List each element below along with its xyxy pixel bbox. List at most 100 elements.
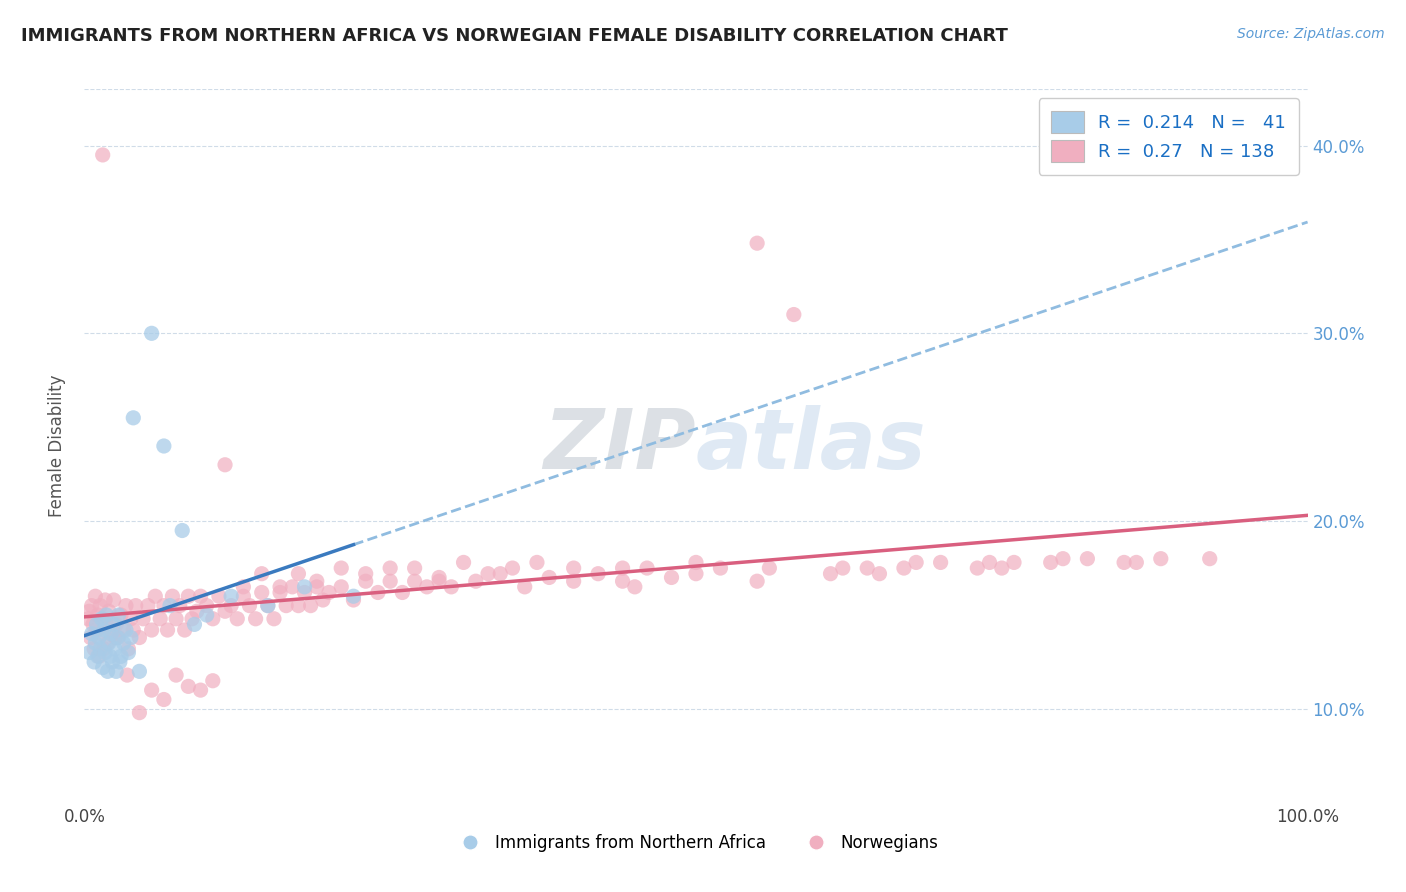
Point [661,570,683,584]
Point [250,566,273,581]
Point [93,623,115,637]
Point [929,556,952,570]
Point [287,566,309,581]
Point [110,607,132,622]
Point [128,706,150,720]
Text: atlas: atlas [696,406,927,486]
Point [685,566,707,581]
Point [90,612,112,626]
Point [97,604,120,618]
Point [96,607,118,622]
Point [107,631,129,645]
Point [219,599,242,613]
Point [186,604,208,618]
Point [312,593,335,607]
Point [758,561,780,575]
Point [120,612,142,626]
Point [276,599,298,613]
Point [108,655,131,669]
Point [440,580,463,594]
Point [195,607,218,622]
Point [165,668,187,682]
Point [143,589,166,603]
Point [91,148,114,162]
Text: Source: ZipAtlas.com: Source: ZipAtlas.com [1237,27,1385,41]
Point [991,561,1014,575]
Point [305,580,328,594]
Point [269,585,291,599]
Point [87,607,110,622]
Point [747,236,769,251]
Point [1039,556,1062,570]
Point [1052,551,1074,566]
Point [257,599,280,613]
Point [612,574,634,589]
Point [380,561,402,575]
Point [219,589,242,603]
Point [115,668,138,682]
Point [177,589,200,603]
Point [391,585,413,599]
Point [190,589,212,603]
Point [98,649,121,664]
Point [122,410,145,425]
Point [263,612,285,626]
Point [105,665,128,679]
Point [94,593,117,607]
Point [104,641,127,656]
Point [1125,556,1147,570]
Point [149,612,172,626]
Point [783,308,806,322]
Point [115,623,138,637]
Point [281,580,304,594]
Point [103,617,125,632]
Point [464,574,486,589]
Point [80,627,103,641]
Point [612,561,634,575]
Point [117,641,139,656]
Point [89,641,111,656]
Point [820,566,842,581]
Point [90,627,112,641]
Point [104,631,127,645]
Point [94,646,117,660]
Point [893,561,915,575]
Point [91,660,114,674]
Point [101,655,124,669]
Point [156,623,179,637]
Point [477,566,499,581]
Point [257,599,280,613]
Point [869,566,891,581]
Point [177,679,200,693]
Point [427,570,450,584]
Point [91,612,114,626]
Point [80,599,103,613]
Point [636,561,658,575]
Point [232,589,254,603]
Point [214,458,236,472]
Point [427,574,450,589]
Point [294,585,316,599]
Point [128,665,150,679]
Point [299,599,322,613]
Point [87,631,110,645]
Point [183,617,205,632]
Point [87,649,110,664]
Point [79,631,101,645]
Point [112,623,135,637]
Point [226,612,249,626]
Point [105,617,128,632]
Point [153,439,176,453]
Point [181,612,204,626]
Point [330,580,353,594]
Point [709,561,731,575]
Point [97,636,120,650]
Point [562,574,585,589]
Point [77,604,100,618]
Point [1198,551,1220,566]
Point [97,636,120,650]
Point [159,599,181,613]
Point [165,612,187,626]
Point [105,631,128,645]
Point [489,566,512,581]
